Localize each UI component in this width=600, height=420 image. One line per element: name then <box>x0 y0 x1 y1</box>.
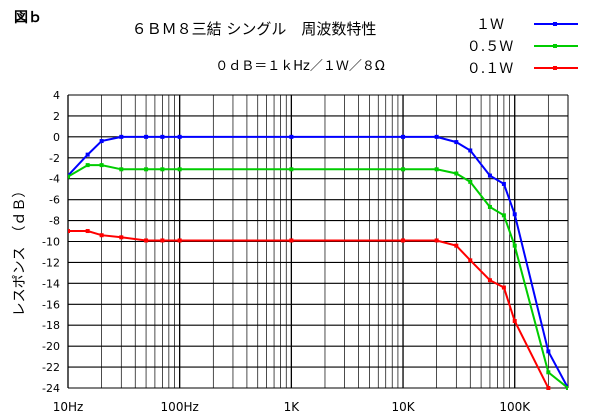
data-point <box>119 235 124 240</box>
data-point <box>487 278 492 283</box>
data-point <box>177 134 182 139</box>
data-point <box>177 238 182 243</box>
data-point <box>119 167 124 172</box>
data-point <box>160 134 165 139</box>
data-point <box>68 229 70 234</box>
series-1 <box>68 134 568 390</box>
data-point <box>401 134 406 139</box>
data-point <box>512 243 517 248</box>
data-point <box>85 229 90 234</box>
data-point <box>546 349 551 354</box>
data-point <box>289 238 294 243</box>
data-point <box>468 148 473 153</box>
data-point <box>512 319 517 324</box>
data-point <box>401 167 406 172</box>
data-point <box>434 167 439 172</box>
data-point <box>487 204 492 209</box>
data-point <box>468 258 473 263</box>
data-point <box>85 152 90 157</box>
data-point <box>434 134 439 139</box>
data-point <box>68 174 70 179</box>
legend-label: ０.５Ｗ <box>467 39 513 55</box>
data-point <box>160 238 165 243</box>
x-tick-label: 100Hz <box>161 400 199 414</box>
data-point <box>144 167 149 172</box>
legend: １Ｗ ０.５Ｗ ０.１Ｗ <box>467 17 578 77</box>
y-tick-label: -12 <box>42 256 60 269</box>
data-point <box>401 238 406 243</box>
x-tick-label: 10Hz <box>53 400 84 414</box>
legend-label: ０.１Ｗ <box>467 61 513 77</box>
y-tick-label: -4 <box>49 173 60 186</box>
x-tick-labels: 10Hz 100Hz 1K 10K 100K <box>53 400 532 414</box>
data-point <box>566 386 568 390</box>
data-point <box>119 134 124 139</box>
series-3 <box>68 229 551 390</box>
data-point <box>546 370 551 375</box>
chart-title: ６ＢＭ８三結 シングル 周波数特性 <box>132 20 377 38</box>
data-point <box>454 140 459 145</box>
data-point <box>468 179 473 184</box>
legend-swatch-marker <box>553 66 557 70</box>
y-tick-label: -20 <box>42 340 60 353</box>
legend-label: １Ｗ <box>476 17 504 33</box>
y-tick-label: 2 <box>53 110 60 123</box>
y-tick-label: -2 <box>49 152 60 165</box>
data-point <box>99 163 104 168</box>
data-point <box>99 233 104 238</box>
y-tick-label: -10 <box>42 236 60 249</box>
data-point <box>160 167 165 172</box>
y-tick-labels: 4 2 0 -2 -4 -6 -8 -10 -12 -14 -16 -18 -20 -22 -24 <box>42 89 60 395</box>
y-tick-label: -8 <box>49 215 60 228</box>
data-point <box>501 213 506 218</box>
data-point <box>289 134 294 139</box>
x-tick-label: 100K <box>499 400 531 414</box>
y-tick-label: -16 <box>42 298 60 311</box>
y-tick-label: 0 <box>53 131 60 144</box>
data-point <box>487 173 492 178</box>
data-point <box>144 238 149 243</box>
data-point <box>501 285 506 290</box>
data-point <box>144 134 149 139</box>
y-tick-label: 4 <box>53 89 60 102</box>
legend-swatch-marker <box>553 22 557 26</box>
data-point <box>289 167 294 172</box>
legend-swatch-marker <box>553 44 557 48</box>
y-tick-label: -14 <box>42 277 60 290</box>
y-tick-label: -24 <box>42 382 60 395</box>
data-point <box>177 167 182 172</box>
plot-area <box>67 94 569 390</box>
data-point <box>99 139 104 144</box>
data-point <box>454 243 459 248</box>
series-2 <box>68 163 568 390</box>
figure-label: 図ｂ <box>14 10 42 26</box>
series-line <box>68 164 568 389</box>
y-axis-label: レスポンス （ｄＢ） <box>12 184 28 317</box>
data-point <box>512 212 517 217</box>
y-tick-label: -6 <box>49 194 60 207</box>
data-point <box>501 181 506 186</box>
x-tick-label: 10K <box>391 400 415 414</box>
y-tick-label: -18 <box>42 319 60 332</box>
y-tick-label: -22 <box>42 361 60 374</box>
series-line <box>68 230 550 389</box>
x-tick-label: 1K <box>284 400 301 414</box>
data-point <box>546 386 551 390</box>
data-point <box>434 238 439 243</box>
data-point <box>85 163 90 168</box>
series-layer <box>68 134 568 390</box>
data-point <box>454 171 459 176</box>
chart-subtitle: ０ｄＢ＝１ｋHz／１Ｗ／８Ω <box>215 59 385 74</box>
